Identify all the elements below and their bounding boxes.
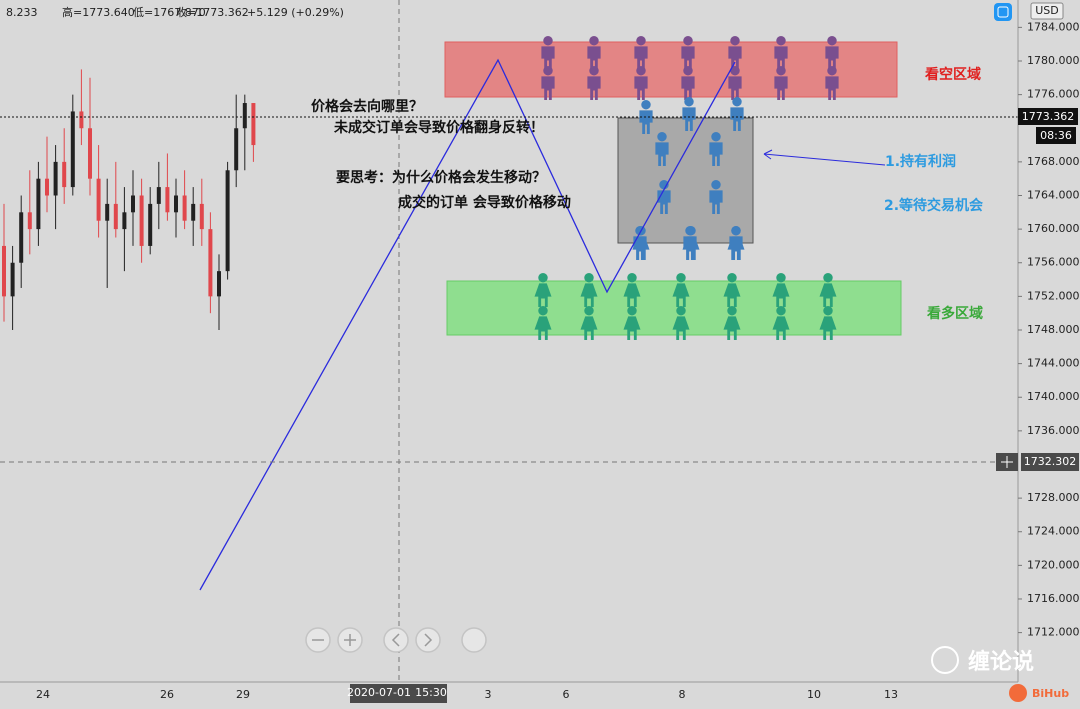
candle-body xyxy=(10,262,15,297)
candle-body xyxy=(88,128,92,179)
y-tick-label: 1752.000 xyxy=(1027,289,1080,302)
y-tick-label: 1756.000 xyxy=(1027,256,1080,269)
candle-body xyxy=(96,178,101,221)
x-tick-label: 29 xyxy=(236,688,250,701)
y-tick-label: 1740.000 xyxy=(1027,390,1080,403)
currency[interactable]: USD xyxy=(1035,4,1059,17)
wait-box xyxy=(617,117,754,244)
x-tick-label: 6 xyxy=(563,688,570,701)
price-axis xyxy=(1018,0,1080,682)
candle-body xyxy=(139,195,144,246)
candle-body xyxy=(105,203,110,221)
note: 2.等待交易机会 xyxy=(884,197,984,214)
y-tick-label: 1744.000 xyxy=(1027,357,1080,370)
header-low: 低=1767.870 xyxy=(133,6,206,19)
header-high: 高=1773.640 xyxy=(62,5,135,19)
candle-body xyxy=(165,187,170,213)
y-tick-label: 1736.000 xyxy=(1027,424,1080,437)
candle-body xyxy=(45,178,49,196)
y-tick-label: 1768.000 xyxy=(1027,155,1080,168)
candle-body xyxy=(156,187,161,204)
crosshair-price: 1732.302 xyxy=(1024,455,1077,468)
candle-body xyxy=(208,229,213,297)
note: 1.持有利润 xyxy=(885,153,956,170)
crosshair-price-box xyxy=(1021,453,1079,471)
header-change: +5.129 (+0.29%) xyxy=(247,6,344,19)
plot-area xyxy=(0,0,1018,682)
zigzag-line xyxy=(199,58,736,591)
annotation: 未成交订单会导致价格翻身反转！ xyxy=(334,119,544,136)
last-price-box xyxy=(1018,108,1078,125)
annotation: 要思考：为什么价格会发生移动？ xyxy=(336,169,546,186)
zone-label: 看空区域 xyxy=(924,66,981,83)
candle-body xyxy=(2,245,6,297)
candle-body xyxy=(199,203,204,230)
y-tick-label: 1760.000 xyxy=(1027,222,1080,235)
crosshair-date: 2020-07-01 xyxy=(347,686,411,699)
settings-icon[interactable] xyxy=(994,3,1012,21)
candle-body xyxy=(70,111,75,188)
x-tick-label: 3 xyxy=(485,688,492,701)
candle-body xyxy=(19,212,24,263)
toolbar[interactable] xyxy=(305,627,487,653)
x-tick-label: 24 xyxy=(36,688,50,701)
header-open: 8.233 xyxy=(6,6,38,19)
candle-body xyxy=(131,195,135,213)
time-axis xyxy=(0,682,1080,709)
candle-body xyxy=(113,203,118,230)
candle-body xyxy=(148,203,153,246)
short-zone xyxy=(444,41,898,98)
candle-body xyxy=(36,178,41,230)
y-tick-label: 1784.000 xyxy=(1027,20,1080,33)
x-tick-label: 8 xyxy=(679,688,686,701)
countdown-box xyxy=(1036,127,1076,144)
candle-body xyxy=(62,161,67,188)
candle-body xyxy=(79,111,84,129)
watermark: 缠论说 xyxy=(968,649,1034,675)
candle-body xyxy=(53,161,58,196)
countdown: 08:36 xyxy=(1040,129,1072,142)
x-tick-label: 26 xyxy=(160,688,174,701)
crosshair-time-box xyxy=(350,684,447,703)
candle-body xyxy=(182,195,187,221)
y-tick-label: 1728.000 xyxy=(1027,491,1080,504)
candle-body xyxy=(234,128,239,171)
candle-body xyxy=(217,271,221,297)
wechat-icon xyxy=(931,646,959,674)
y-tick-label: 1724.000 xyxy=(1027,525,1080,538)
header-close: 收=1773.362 xyxy=(176,5,249,19)
annotation: 价格会去向哪里？ xyxy=(311,98,423,115)
candle-body xyxy=(27,212,32,230)
y-tick-label: 1720.000 xyxy=(1027,558,1080,571)
x-tick-label: 13 xyxy=(884,688,898,701)
candle-body xyxy=(251,103,256,146)
zone-label: 看多区域 xyxy=(926,305,983,322)
y-tick-label: 1780.000 xyxy=(1027,54,1080,67)
settings-icon-inner xyxy=(997,6,1009,18)
logo: BiHub xyxy=(1032,687,1069,700)
candle-body xyxy=(242,103,247,129)
y-tick-label: 1716.000 xyxy=(1027,592,1080,605)
annotation: 成交的订单 会导致价格移动 xyxy=(398,194,571,211)
y-tick-label: 1764.000 xyxy=(1027,188,1080,201)
currency-box[interactable] xyxy=(1030,2,1064,20)
y-tick-label: 1776.000 xyxy=(1027,88,1080,101)
candle-body xyxy=(225,170,230,272)
arrow xyxy=(763,153,886,166)
candle-body xyxy=(174,195,178,213)
candle-body xyxy=(122,212,127,230)
plus-icon xyxy=(1001,456,1013,468)
x-tick-label: 10 xyxy=(807,688,821,701)
y-tick-label: 1712.000 xyxy=(1027,626,1080,639)
y-tick-label: 1748.000 xyxy=(1027,323,1080,336)
last-price: 1773.362 xyxy=(1022,110,1075,123)
crosshair-time: 15:30 xyxy=(415,686,447,699)
candle-body xyxy=(191,203,196,221)
logo-icon xyxy=(1009,684,1027,702)
arrow-head xyxy=(763,149,773,160)
